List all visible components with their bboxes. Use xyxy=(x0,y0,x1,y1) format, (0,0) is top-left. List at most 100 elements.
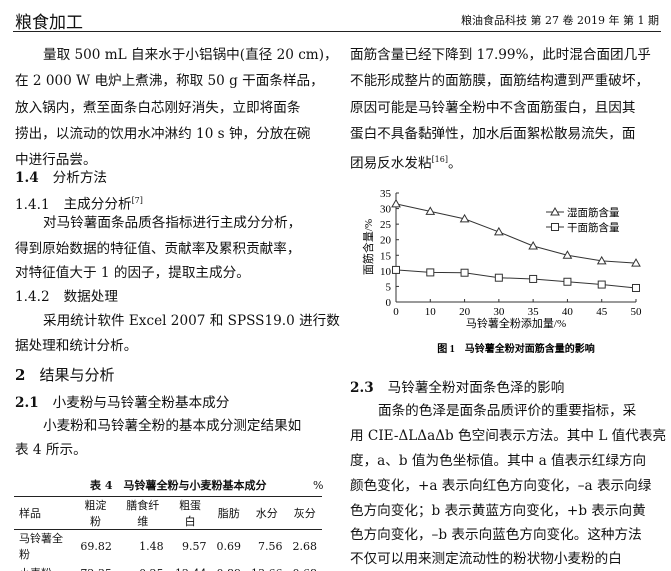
y-tick-label: 35 xyxy=(380,188,392,200)
paragraph-line: 小麦粉和马铃薯全粉的基本成分测定结果如 xyxy=(43,418,302,434)
column-header: 水分 xyxy=(255,507,278,520)
journal-header: 粮油食品科技 第 27 卷 2019 年 第 1 期 xyxy=(461,14,659,27)
data-point xyxy=(459,213,470,223)
paragraph-line: 在 2 000 W 电炉上煮沸，称取 50 g 干面条样品， xyxy=(15,73,324,89)
data-point xyxy=(596,255,607,265)
heading-1-4-1: 1.4.1 主成分分析[7] xyxy=(15,193,143,213)
table-cell: 7.56 xyxy=(257,539,283,553)
table-cell: 69.82 xyxy=(80,539,112,553)
table-header-row: 样品 粗淀粉 膳食纤维 粗蛋白 脂肪 水分 灰分 xyxy=(14,497,322,530)
paragraph-line: 蛋白不具备黏弹性，加水后面絮松散易流失，面 xyxy=(350,126,636,142)
paragraph-line: 表 4 所示。 xyxy=(15,442,87,458)
data-point xyxy=(494,273,503,282)
data-point xyxy=(597,280,606,289)
heading-2: 2 结果与分析 xyxy=(15,367,114,383)
table-row: 马铃薯全粉 69.82 1.48 9.57 0.69 7.56 2.68 xyxy=(14,530,322,563)
table-cell: 0.25 xyxy=(117,562,169,571)
x-tick-label: 30 xyxy=(493,306,505,318)
table-cell: 1.48 xyxy=(139,539,164,553)
y-tick-label: 20 xyxy=(380,235,392,247)
paragraph-line: 原因可能是马铃薯全粉中不含面筋蛋白，且因其 xyxy=(350,100,636,116)
x-tick-label: 10 xyxy=(425,306,437,318)
y-axis-label: 面筋含量/% xyxy=(361,219,375,275)
data-point xyxy=(391,198,401,208)
paragraph-line: 据处理和统计分析。 xyxy=(15,338,138,354)
data-point xyxy=(528,240,539,250)
x-tick-label: 50 xyxy=(631,306,643,318)
paragraph-line: 面筋含量已经下降到 17.99%，此时混合面团几乎 xyxy=(350,47,651,63)
heading-1-4-2: 1.4.2 数据处理 xyxy=(15,289,118,305)
y-tick-label: 10 xyxy=(380,266,392,278)
heading-1-4-1-title: 主成分分析 xyxy=(63,196,132,213)
table-unit: % xyxy=(313,479,324,492)
heading-2-number: 2 xyxy=(15,366,26,384)
y-tick-label: 0 xyxy=(386,297,392,309)
data-point xyxy=(631,258,641,267)
paragraph-line: 不仅可以用来测定流动性的粉状物小麦粉的白 xyxy=(350,551,622,567)
table-cell: 72.35 xyxy=(74,562,117,571)
column-header: 膳食纤维 xyxy=(126,499,160,528)
table-row: 小麦粉72.350.2512.440.8913.660.68 xyxy=(14,562,322,571)
legend-marker xyxy=(551,223,559,231)
table-cell: 马铃薯全粉 xyxy=(19,532,63,561)
paragraph-line: 对特征值大于 1 的因子，提取主成分。 xyxy=(15,265,250,281)
table-cell: 9.57 xyxy=(181,539,207,553)
column-header: 脂肪 xyxy=(217,507,240,520)
data-point xyxy=(562,250,573,259)
paragraph-line: 面条的色泽是面条品质评价的重要指标，采 xyxy=(378,403,637,419)
section-header: 粮食加工 xyxy=(15,13,83,33)
heading-1-4-title: 分析方法 xyxy=(52,170,108,186)
heading-2-title: 结果与分析 xyxy=(39,366,115,384)
heading-2-3-number: 2.3 xyxy=(350,380,374,396)
heading-2-1-number: 2.1 xyxy=(15,395,39,411)
punctuation: 。 xyxy=(447,155,462,172)
heading-2-1: 2.1 小麦粉与马铃薯全粉基本成分 xyxy=(15,395,229,411)
table-cell: 0.68 xyxy=(287,562,322,571)
y-tick-label: 5 xyxy=(386,281,392,293)
paragraph-line: 量取 500 mL 自来水于小铝锅中(直径 20 cm)， xyxy=(43,47,338,63)
paragraph-line: 色方向变化，–b 表示向蓝色方向变化。这种方法 xyxy=(350,527,642,543)
paragraph-line: 度，a、b 值为色坐标值。其中 a 值表示红绿方向 xyxy=(350,453,647,469)
heading-1-4-2-number: 1.4.2 xyxy=(15,289,50,305)
column-header: 粗蛋白 xyxy=(179,499,202,528)
data-point xyxy=(632,283,640,292)
paragraph-line: 中进行品尝。 xyxy=(15,152,97,168)
data-point xyxy=(460,268,469,277)
paragraph-line: 捞出，以流动的饮用水冲淋约 10 s 钟，分放在碗 xyxy=(15,126,311,142)
heading-1-4-number: 1.4 xyxy=(15,170,39,186)
table-cell: 2.68 xyxy=(292,539,318,553)
y-tick-label: 25 xyxy=(380,219,392,231)
heading-2-1-title: 小麦粉与马铃薯全粉基本成分 xyxy=(52,395,230,411)
table-caption: 表 4 马铃薯全粉与小麦粉基本成分 xyxy=(90,479,267,492)
data-point xyxy=(493,226,504,236)
x-tick-label: 40 xyxy=(562,306,574,318)
legend-label: 干面筋含量 xyxy=(567,221,620,234)
heading-2-3-title: 马铃薯全粉对面条色泽的影响 xyxy=(387,380,565,396)
x-tick-label: 35 xyxy=(528,306,540,318)
paragraph-line: 颜色变化，+a 表示向红色方向变化，–a 表示向绿 xyxy=(350,478,652,494)
x-tick-label: 0 xyxy=(393,306,399,318)
x-tick-label: 20 xyxy=(459,306,471,318)
header-rule xyxy=(13,31,661,32)
column-header: 灰分 xyxy=(293,507,316,520)
legend-label: 湿面筋含量 xyxy=(567,206,620,219)
x-axis-label: 马铃薯全粉添加量/% xyxy=(466,316,566,330)
paragraph-line: 不能形成整片的面筋膜，面筋结构遭到严重破坏， xyxy=(350,73,650,89)
citation: [7] xyxy=(131,196,143,205)
data-point xyxy=(426,268,435,277)
series-line xyxy=(395,203,637,264)
data-point xyxy=(529,274,538,283)
series-line xyxy=(395,269,637,289)
heading-2-3: 2.3 马铃薯全粉对面条色泽的影响 xyxy=(350,380,564,396)
paragraph-text: 团易反水发粘 xyxy=(350,155,432,172)
legend-marker xyxy=(550,206,560,216)
table-cell: 12.44 xyxy=(169,562,212,571)
figure-caption: 图 1 马铃薯全粉对面筋含量的影响 xyxy=(437,342,595,355)
y-tick-label: 15 xyxy=(380,250,392,262)
citation: [16] xyxy=(431,155,448,164)
table-cell: 0.69 xyxy=(216,539,241,553)
paragraph-line: 采用统计软件 Excel 2007 和 SPSS19.0 进行数 xyxy=(43,313,340,329)
paragraph-line: 色方向变化；b 表示黄蓝方向变化，+b 表示向黄 xyxy=(350,503,646,519)
paragraph-line: 放入锅内，煮至面条白芯刚好消失，立即将面条 xyxy=(15,100,301,116)
